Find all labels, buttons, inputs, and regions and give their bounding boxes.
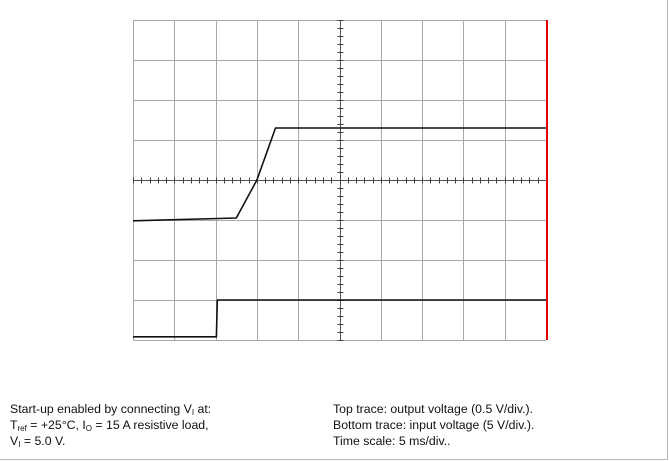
subscript: I (191, 408, 195, 417)
caption-text: = +25°C, I (26, 418, 86, 432)
series-line-input-voltage (133, 299, 546, 338)
caption-line-2: Tref = +25°C, IO = 15 A resistive load, (10, 417, 310, 433)
subscript: ref (17, 424, 27, 433)
caption-conditions: Start-up enabled by connecting VI at: Tr… (10, 401, 310, 449)
traces (132, 127, 546, 338)
caption-text: = 15 A resistive load, (92, 418, 209, 432)
caption-line-3: VI = 5.0 V. (10, 433, 310, 449)
caption-text: Start-up enabled by connecting V (10, 402, 192, 416)
series-line-output-voltage (132, 127, 546, 222)
center-axis-ticks (133, 20, 547, 341)
caption-text: T (10, 418, 18, 432)
subscript: I (18, 440, 21, 449)
caption-text: = 5.0 V. (20, 434, 66, 448)
right-edge-marker (546, 20, 548, 340)
caption-text: V (10, 434, 19, 448)
caption-time-scale: Time scale: 5 ms/div.. (333, 434, 451, 448)
caption-bottom-trace: Bottom trace: input voltage (5 V/div.). (333, 418, 535, 432)
caption-line-1: Start-up enabled by connecting VI at: (10, 401, 310, 417)
caption-top-trace: Top trace: output voltage (0.5 V/div.). (333, 402, 534, 416)
caption-text: at: (194, 402, 212, 416)
subscript: O (85, 424, 93, 433)
caption-traces: Top trace: output voltage (0.5 V/div.). … (333, 401, 653, 449)
